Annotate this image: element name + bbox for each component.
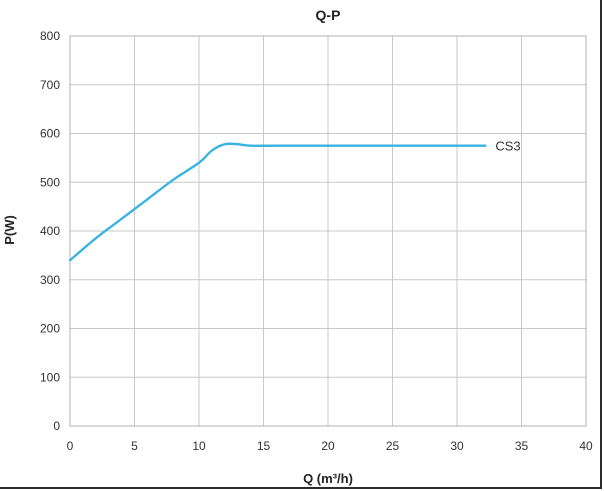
x-tick-label: 5 [131, 439, 138, 453]
x-tick-label: 15 [257, 439, 271, 453]
y-tick-label: 0 [53, 419, 60, 433]
y-tick-label: 100 [40, 370, 60, 384]
x-tick-label: 35 [515, 439, 529, 453]
y-tick-label: 300 [40, 273, 60, 287]
series-label: CS3 [495, 139, 520, 154]
chart-title: Q-P [316, 7, 341, 23]
y-tick-label: 200 [40, 322, 60, 336]
plot-area [69, 35, 587, 427]
grid [69, 35, 587, 427]
y-tick-label: 600 [40, 127, 60, 141]
y-tick-label: 400 [40, 224, 60, 238]
x-tick-label: 0 [67, 439, 74, 453]
y-tick-labels: 0 100 200 300 400 500 600 700 800 [40, 29, 60, 433]
y-tick-label: 800 [40, 29, 60, 43]
x-tick-label: 10 [192, 439, 206, 453]
y-tick-label: 500 [40, 175, 60, 189]
x-tick-label: 20 [321, 439, 335, 453]
y-tick-label: 700 [40, 78, 60, 92]
x-tick-label: 30 [450, 439, 464, 453]
x-tick-label: 40 [579, 439, 593, 453]
series-line-cs3 [68, 142, 487, 262]
series-layer: CS3 [68, 139, 521, 262]
y-axis-label: P(W) [2, 215, 17, 245]
x-tick-labels: 0 5 10 15 20 25 30 35 40 [67, 439, 593, 453]
x-axis-label: Q (m³/h) [303, 471, 353, 486]
x-tick-label: 25 [386, 439, 400, 453]
